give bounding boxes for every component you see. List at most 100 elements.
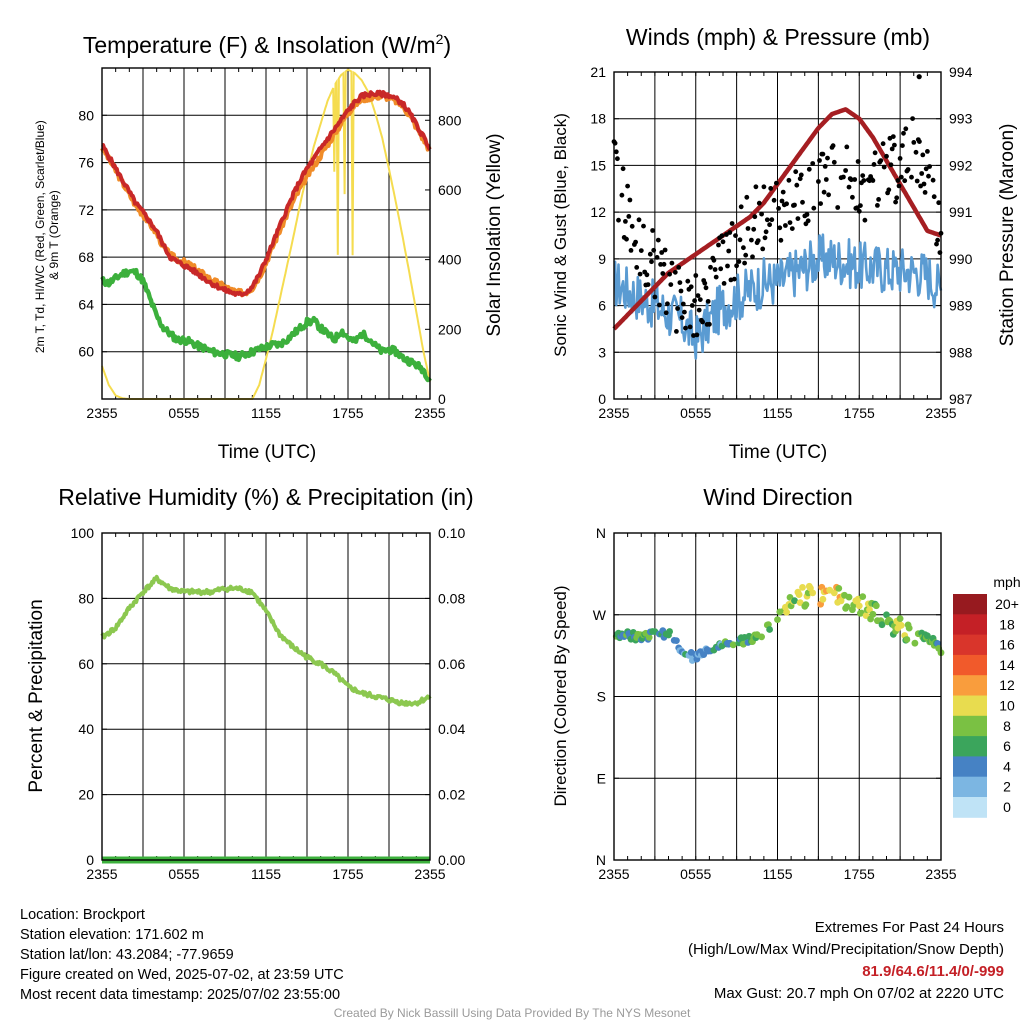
gust-point [685, 278, 691, 284]
gust-point [736, 259, 742, 264]
winds-ytick-label: 6 [598, 298, 606, 314]
gust-point [900, 143, 905, 149]
gust-point [613, 149, 619, 155]
gust-point [626, 214, 632, 219]
temperature-xtick-label: 0555 [168, 405, 199, 421]
gust-point [800, 199, 805, 205]
temperature-xlabel: Time (UTC) [218, 442, 317, 463]
winds-ytick-label: 3 [598, 344, 606, 360]
pressure-y2label: Station Pressure (Maroon) [997, 124, 1018, 347]
gust-point [708, 264, 713, 270]
gust-point [732, 276, 737, 282]
gust-point [909, 174, 914, 180]
series-2m-t [101, 89, 432, 297]
direction-point [799, 584, 806, 591]
gust-point [841, 174, 846, 180]
colorbar-swatch [953, 594, 987, 615]
gust-point [692, 298, 697, 304]
humidity-ytick-label: 80 [78, 590, 94, 606]
extremes-values: 81.9/64.6/11.4/0/-999 [862, 963, 1004, 980]
direction-point [729, 641, 737, 649]
gust-point [922, 190, 928, 195]
gust-point [792, 202, 797, 208]
gust-point [627, 197, 633, 203]
gust-point [934, 241, 939, 247]
winds-xtick-label: 1155 [762, 405, 792, 421]
gust-point [892, 142, 897, 148]
gust-point [725, 263, 730, 269]
precip-ytick-label: 0.08 [438, 590, 465, 606]
gust-point [786, 177, 792, 183]
direction-point [809, 589, 817, 597]
gust-point [688, 284, 694, 290]
extremes-subtitle: (High/Low/Max Wind/Precipitation/Snow De… [688, 941, 1004, 958]
gust-point [926, 173, 931, 179]
humidity-panel: Relative Humidity (%) & Precipitation (i… [26, 484, 474, 882]
direction-point [845, 593, 853, 601]
gust-point [716, 242, 721, 248]
winds-xtick-label: 1755 [844, 405, 875, 421]
max-gust-text: Max Gust: 20.7 mph On 07/02 at 2220 UTC [713, 985, 1004, 1002]
direction-point [791, 597, 798, 605]
gust-point [647, 251, 653, 257]
humidity-xtick-label: 1755 [332, 866, 363, 882]
gust-point [774, 180, 779, 186]
gust-point [624, 236, 629, 242]
temperature-ytick-label: 68 [78, 249, 94, 265]
humidity-ytick-label: 60 [78, 656, 94, 672]
gust-point [733, 233, 738, 239]
wind-direction-panel: Wind Direction 2355 0555 1155 1755 2355NESWN… [551, 484, 1021, 882]
gust-point [919, 171, 925, 176]
gust-point [852, 177, 858, 182]
temperature-ytick-label: 60 [78, 344, 94, 360]
pressure-ytick-label: 993 [949, 111, 973, 127]
pressure-ytick-label: 992 [949, 157, 973, 173]
gust-point [667, 271, 672, 277]
gust-point [804, 212, 810, 217]
gust-point [896, 183, 902, 189]
colorbar-swatch [953, 675, 987, 696]
gust-point [719, 233, 725, 239]
direction-xtick-label: 1155 [762, 866, 792, 882]
pressure-ytick-label: 989 [949, 298, 973, 314]
gust-point [913, 149, 919, 155]
humidity-xtick-label: 1155 [251, 866, 281, 882]
gust-point [752, 214, 758, 220]
gust-point [659, 250, 665, 255]
precip-ytick-label: 0.10 [438, 525, 465, 541]
pressure-ytick-label: 988 [949, 344, 973, 360]
direction-xtick-label: 1755 [844, 866, 875, 882]
direction-ytick-label: N [596, 525, 606, 541]
gust-point [854, 205, 860, 211]
gust-point [855, 159, 861, 164]
direction-xtick-label: 0555 [680, 866, 711, 882]
gust-point [638, 248, 644, 254]
gust-point [620, 166, 626, 172]
gust-point [861, 178, 867, 183]
precip-ytick-label: 0.00 [438, 852, 465, 868]
insolation-ytick-label: 600 [438, 182, 462, 198]
direction-point [835, 585, 843, 592]
gust-point [689, 303, 695, 308]
gust-point [846, 184, 852, 190]
precip-ytick-label: 0.04 [438, 721, 465, 737]
gust-point [633, 239, 638, 245]
series-rh [100, 574, 432, 707]
temperature-ylabel-line2: & 9m T (Orange) [47, 190, 61, 280]
colorbar-swatch [953, 736, 987, 757]
gust-point [654, 255, 660, 260]
gust-point [668, 282, 674, 287]
gust-point [707, 321, 712, 327]
gust-point [903, 126, 909, 132]
direction-point [819, 595, 827, 603]
gust-point [768, 186, 774, 191]
latlon-text: Station lat/lon: 43.2084; -77.9659 [20, 947, 234, 963]
gust-point [787, 220, 793, 226]
direction-point [903, 636, 911, 643]
gust-point [743, 252, 749, 258]
temperature-xtick-label: 1155 [251, 405, 281, 421]
gust-point [663, 310, 669, 316]
winds-ytick-label: 9 [598, 251, 606, 267]
gust-point [763, 229, 769, 235]
